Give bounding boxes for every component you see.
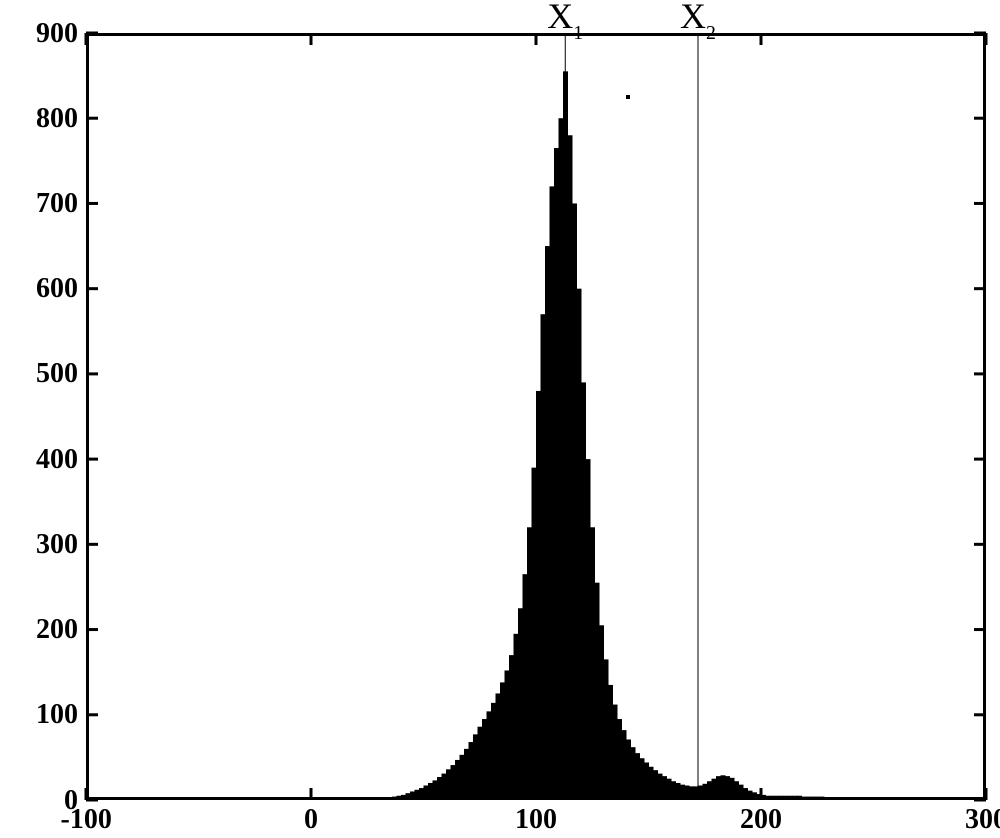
chart-svg [0, 0, 1000, 838]
chart-root: 0 100 200 300 400 500 600 700 800 900 -1… [0, 0, 1000, 838]
